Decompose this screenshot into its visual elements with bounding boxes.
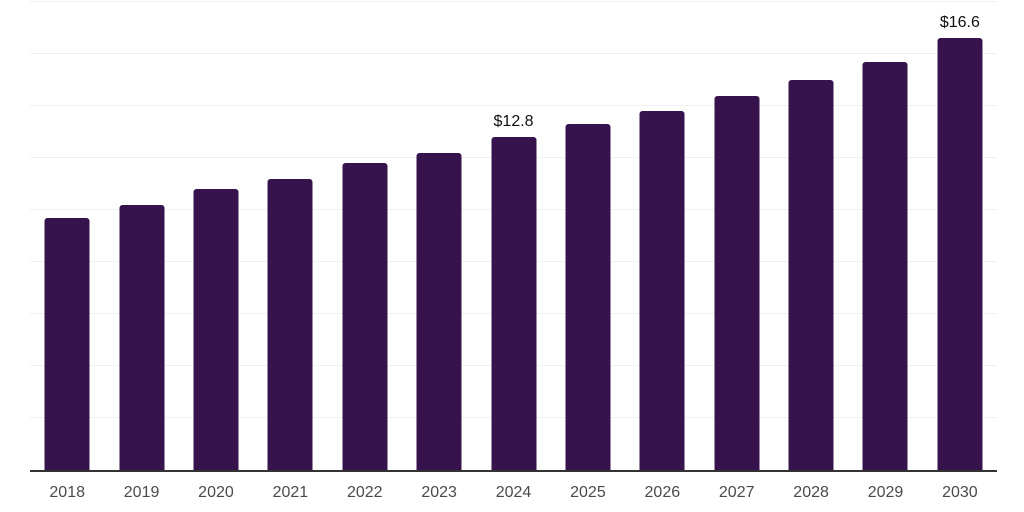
x-tick-2023: 2023: [421, 484, 457, 501]
x-tick-2026: 2026: [644, 484, 681, 501]
x-tick-2027: 2027: [718, 484, 755, 501]
bar-slot-2018: [30, 2, 104, 470]
bar-2030: [937, 38, 983, 470]
x-axis-labels: 2018 2019 2020 2021 2022 2023 2024 2025 2026 2027…: [30, 482, 997, 504]
plot-area: $12.8 $16.6: [30, 1, 997, 472]
bar-slot-2019: [104, 2, 178, 470]
bar-slot-2023: [402, 2, 476, 470]
bar-2021: [267, 178, 313, 470]
x-tick-2021: 2021: [272, 484, 309, 501]
x-tick-2025: 2025: [570, 484, 606, 501]
gridline-14: [30, 105, 997, 106]
bar-2026: [639, 111, 685, 470]
bar-2027: [714, 95, 760, 470]
bar-2029: [862, 61, 908, 470]
x-tick-2022: 2022: [346, 484, 383, 501]
x-tick-2030: 2030: [942, 484, 978, 501]
x-tick-2019: 2019: [123, 484, 160, 501]
bar-2028: [788, 80, 834, 470]
bar-2024: [491, 137, 537, 470]
bar-slot-2029: [848, 2, 922, 470]
bar-slot-2026: [625, 2, 699, 470]
bar-slot-2021: [253, 2, 327, 470]
x-tick-2024: 2024: [495, 484, 532, 501]
bar-slot-2027: [700, 2, 774, 470]
gridline-16: [30, 53, 997, 54]
gridline-18: [30, 1, 997, 2]
data-label-2024: $12.8: [493, 113, 534, 131]
bar-slot-2028: [774, 2, 848, 470]
x-tick-2029: 2029: [867, 484, 904, 501]
bar-2025: [565, 124, 611, 470]
x-tick-2028: 2028: [793, 484, 829, 501]
bar-slot-2025: [551, 2, 625, 470]
bar-slot-2030: $16.6: [923, 2, 997, 470]
bars: $12.8 $16.6: [30, 2, 997, 470]
bar-slot-2022: [328, 2, 402, 470]
bar-slot-2020: [179, 2, 253, 470]
bar-slot-2024: $12.8: [476, 2, 550, 470]
bar-2023: [416, 152, 462, 470]
bar-2018: [44, 217, 90, 470]
data-label-2030: $16.6: [939, 14, 980, 32]
bar-2019: [119, 204, 165, 470]
bar-2022: [342, 163, 388, 470]
bar-2020: [193, 189, 239, 470]
x-tick-2020: 2020: [198, 484, 234, 501]
x-tick-2018: 2018: [49, 484, 85, 501]
